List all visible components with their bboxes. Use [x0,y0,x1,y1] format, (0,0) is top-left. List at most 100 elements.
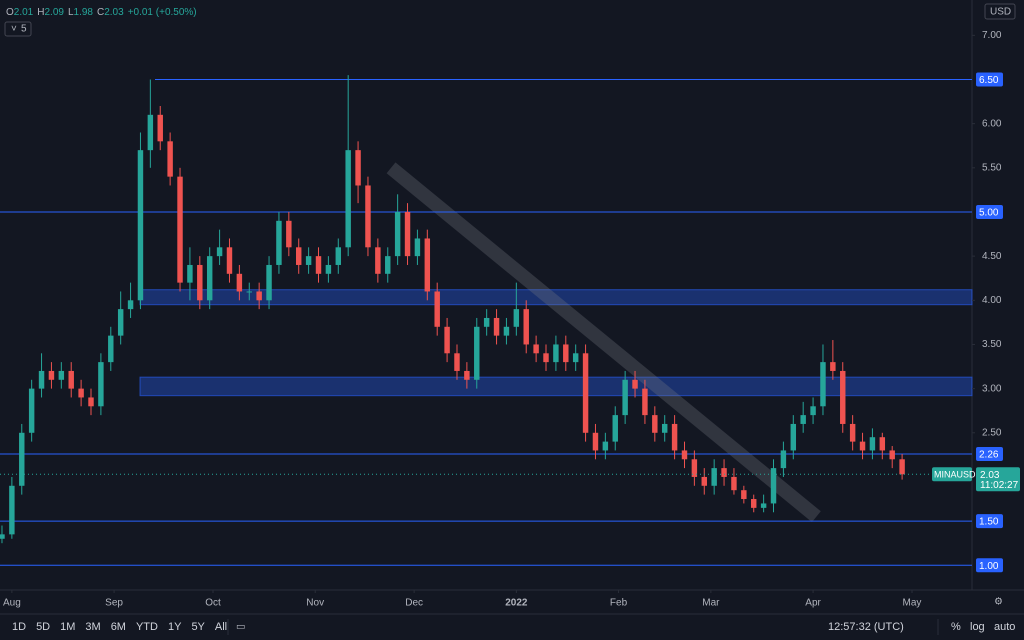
candle-body [661,423,668,433]
symbol-tag [932,467,972,482]
y-tick-label: 2.50 [982,427,1002,438]
candle-body [434,291,440,327]
settings-icon[interactable]: ⚙ [994,597,1003,608]
range-button[interactable]: 1D [12,621,26,633]
x-tick-label: May [903,598,922,609]
candle-body [849,423,856,442]
candle-body [701,476,707,486]
candle-body [810,406,816,416]
x-tick-label: Dec [405,598,423,609]
candle-body [296,247,302,265]
candle-body [523,309,529,345]
candle-body [335,247,342,265]
candle-body [137,150,144,301]
candle-body [741,490,747,500]
candle-body [48,370,55,380]
range-button[interactable]: 1M [60,621,75,633]
range-button[interactable]: 1Y [168,621,182,633]
candle-body [187,264,193,283]
range-button[interactable]: YTD [136,621,158,633]
candle-body [830,362,836,371]
level-tag [976,558,1003,573]
candle-body [0,534,5,539]
level-tag [976,204,1003,219]
candle-body [88,397,94,407]
x-tick-label: Mar [702,598,720,609]
candle-body [147,114,154,151]
y-tick-label: 4.00 [982,295,1002,306]
currency-select[interactable] [984,3,1016,20]
candle-body [78,388,84,398]
candle-body [879,437,886,451]
level-label: 1.50 [979,517,999,528]
candle-body [612,415,618,442]
range-button[interactable]: 3M [85,621,100,633]
candle-body [563,344,569,363]
candle-body [345,150,351,248]
currency: USD [990,7,1011,18]
plot [0,75,973,566]
calendar-icon[interactable]: ▭ [236,622,245,633]
candle-body [582,353,589,433]
candle-body [652,415,658,433]
clock: 12:57:32 (UTC) [828,621,904,633]
candle-body [632,379,638,389]
auto-toggle[interactable]: auto [994,621,1015,633]
y-tick-label: 5.50 [982,162,1002,173]
price-tag [976,467,1020,492]
legend: O2.01 H2.09 L1.98 C2.03 +0.01 (+0.50%) ˅ 5 [4,7,197,37]
level-tag [976,72,1003,87]
candle-body [424,238,431,292]
y-tick-label: 3.50 [982,339,1002,350]
level-tag [976,514,1003,529]
candle-body [840,370,846,424]
symbol-label: MINAUSD [934,470,976,480]
candle-body [246,291,252,293]
candle-body [671,423,678,451]
value: 1.98 [74,7,94,18]
candle-body [474,326,480,380]
candle-body [751,499,757,508]
candle-body [869,437,876,451]
candle-body [286,220,292,248]
x-tick-label: Nov [306,598,324,609]
candle-body [721,468,727,477]
candle-body [266,264,272,301]
candle-body [206,256,213,301]
x-tick-label: Apr [805,598,821,609]
zone [139,376,973,397]
value: 2.09 [44,7,64,18]
range-button[interactable]: 5Y [191,621,205,633]
y-tick-label: 7.00 [982,30,1002,41]
candle-body [375,247,381,274]
trend-channel [386,162,821,523]
candle-body [464,370,470,380]
indicator-toggle[interactable] [4,21,32,37]
log-toggle[interactable]: log [970,621,985,633]
candle-body [899,459,905,475]
candle-body [355,150,361,186]
range-button[interactable]: 6M [111,621,126,633]
range-button[interactable]: 5D [36,621,50,633]
candle-body [711,468,717,486]
candle-body [513,309,520,327]
x-tick-label: Oct [205,598,221,609]
candle-body [483,317,490,327]
x-tick-label: Aug [3,598,21,609]
candle-body [197,264,203,301]
candle-body [108,335,114,363]
candle-body [385,256,391,274]
candle-body [572,353,579,363]
level-label: 5.00 [979,208,999,219]
y-tick-label: 6.00 [982,118,1002,129]
candle-body [256,291,262,301]
candle-body [58,370,65,380]
chevron: ˅ [11,24,17,35]
level-label: 6.50 [979,75,999,86]
percent-toggle[interactable]: % [951,621,961,633]
candle-body [414,238,421,257]
candle-body [790,423,797,451]
range-button[interactable]: All [215,621,227,633]
